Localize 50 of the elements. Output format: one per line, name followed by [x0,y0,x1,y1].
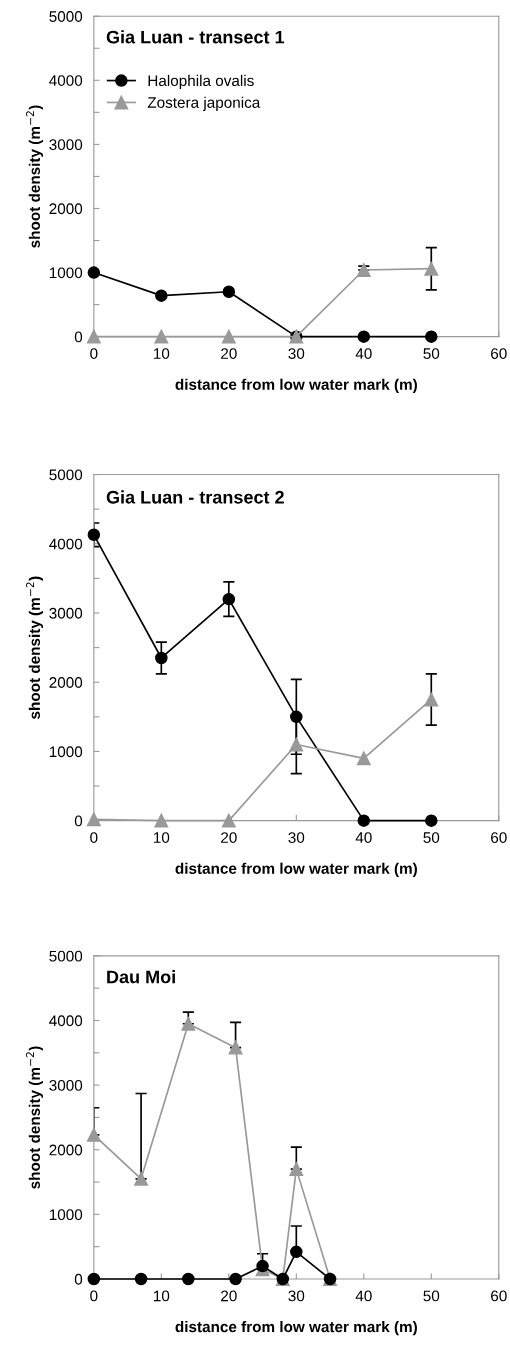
x-tick-label: 10 [154,832,170,843]
x-tick-label: 50 [423,348,440,359]
y-tick-label: 1000 [49,1209,83,1221]
x-tick-label: 40 [355,1290,372,1302]
x-tick-label: 10 [154,1290,170,1302]
y-tick-label: 1000 [49,746,83,758]
y-tick-label: 5000 [49,11,83,22]
x-axis-title: distance from low water mark (m) [175,862,417,877]
y-tick-label: 1000 [49,267,83,279]
y-tick-label: 3000 [49,607,83,619]
x-tick-label: 10 [154,348,170,359]
y-axis-title: shoot density (m$^{−2}$) [26,1046,44,1189]
y-tick-label: 5000 [49,950,83,962]
x-axis-title: distance from low water mark (m) [175,1321,417,1336]
x-tick-label: 0 [90,832,98,843]
y-tick-label: 5000 [49,469,83,481]
y-tick-label: 4000 [49,75,83,86]
y-tick-label: 4000 [49,1015,83,1027]
y-tick-label: 0 [74,1273,83,1285]
y-axis-title: shoot density (m$^{−2}$) [26,576,44,719]
x-tick-label: 40 [355,348,372,359]
x-tick-label: 60 [491,348,507,359]
x-tick-label: 20 [221,832,237,843]
x-tick-label: 20 [221,348,237,359]
x-tick-label: 50 [423,832,440,843]
y-tick-label: 0 [74,815,83,827]
x-tick-label: 30 [288,1290,305,1302]
x-tick-label: 40 [355,832,372,843]
x-axis-title: distance from low water mark (m) [175,378,417,393]
x-tick-label: 60 [491,832,507,843]
x-tick-label: 20 [221,1290,237,1302]
y-tick-label: 0 [74,331,83,343]
x-tick-label: 30 [288,832,305,843]
x-tick-label: 0 [90,348,98,359]
y-tick-label: 3000 [49,139,83,151]
y-tick-label: 2000 [49,677,83,688]
x-tick-label: 30 [288,348,305,359]
x-tick-label: 60 [491,1290,507,1302]
text: Dau Moi [107,970,175,984]
x-tick-label: 50 [423,1290,440,1302]
y-tick-label: 2000 [49,1144,83,1156]
y-tick-label: 3000 [49,1079,83,1091]
y-axis-title: shoot density (m$^{−2}$) [26,105,44,248]
text: Gia Luan - transect 1 [106,30,285,44]
legend-label: Halophila ovalis [148,74,254,90]
text: Gia Luan - transect 2 [106,490,284,504]
y-tick-label: 4000 [49,538,83,550]
legend-label: Zostera japonica [147,96,261,111]
x-tick-label: 0 [90,1290,98,1302]
y-tick-label: 2000 [49,203,83,215]
